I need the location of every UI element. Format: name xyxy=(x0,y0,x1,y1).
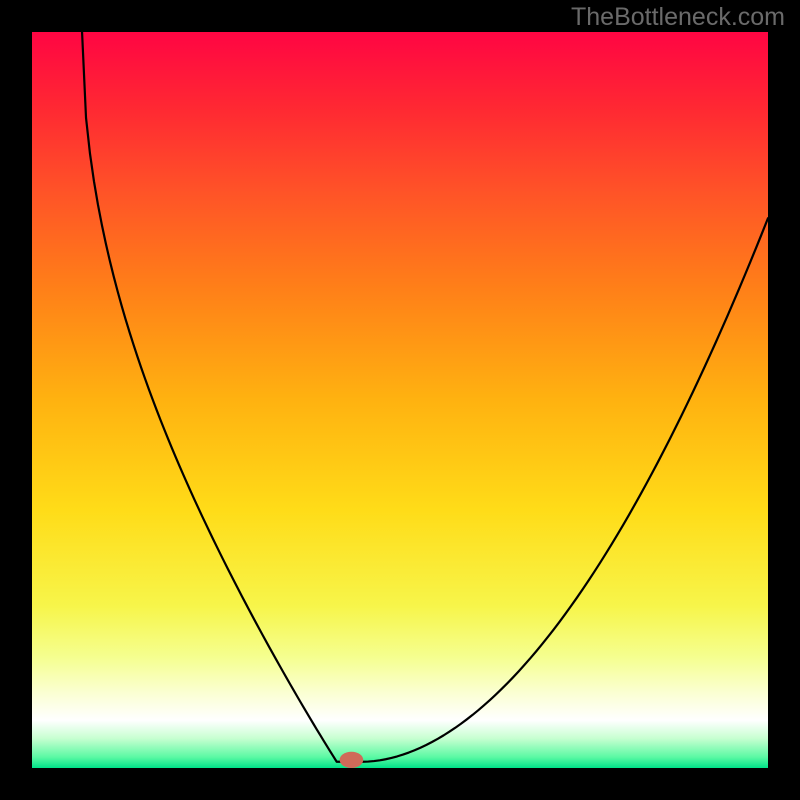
plot-svg xyxy=(32,32,768,768)
gradient-background xyxy=(32,32,768,768)
watermark-text: TheBottleneck.com xyxy=(571,3,785,32)
plot-area xyxy=(32,32,768,768)
optimal-point-marker xyxy=(340,752,364,768)
